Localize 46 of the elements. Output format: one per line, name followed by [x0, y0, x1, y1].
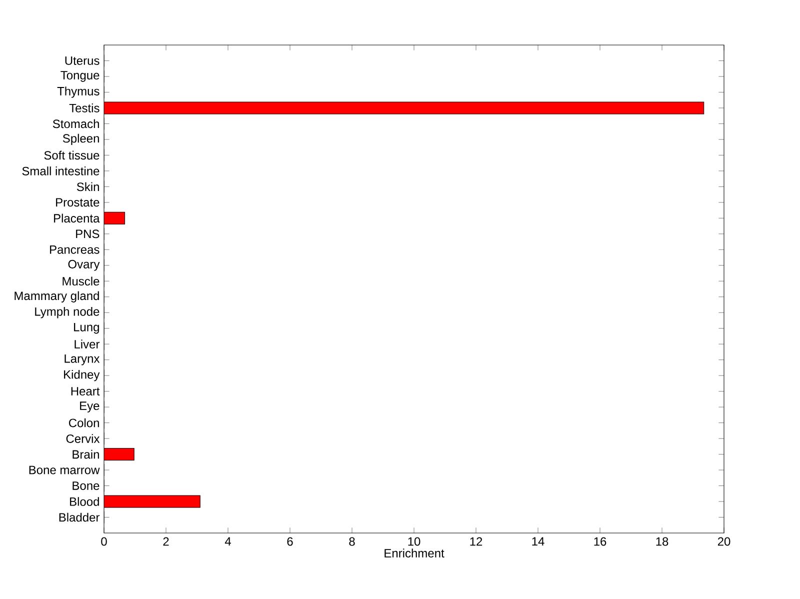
y-tick-label: PNS: [76, 230, 100, 238]
y-tick-label: Pancreas: [50, 245, 100, 254]
x-tick-label: 16: [594, 537, 606, 546]
y-tick-label: Bladder: [59, 512, 100, 522]
y-tick-label: Eye: [80, 402, 100, 412]
x-tick-label: 10: [408, 537, 420, 546]
y-tick-label: Prostate: [56, 198, 100, 207]
y-tick-label: Spleen: [62, 134, 99, 146]
bar: [104, 212, 126, 224]
y-tick-label: Lymph node: [35, 307, 100, 318]
y-tick-label: Mammary gland: [14, 291, 99, 302]
x-tick-label: 6: [287, 537, 293, 546]
y-tick-label: Brain: [72, 450, 99, 459]
y-tick-label: Bone: [72, 482, 100, 490]
y-tick-label: Liver: [74, 340, 100, 348]
bar: [104, 448, 134, 461]
y-tick-label: Testis: [69, 104, 100, 112]
bar: [104, 495, 200, 508]
y-tick-label: Colon: [68, 418, 99, 428]
y-tick-label: Stomach: [52, 119, 99, 128]
y-tick-label: Skin: [76, 182, 99, 192]
y-tick-label: Bone marrow: [29, 466, 100, 474]
y-tick-label: Lung: [74, 322, 99, 334]
y-tick-label: Larynx: [64, 354, 100, 366]
y-tick-label: Placenta: [54, 214, 100, 223]
y-tick-label: Muscle: [62, 276, 100, 286]
x-tick-label: 2: [163, 537, 169, 546]
x-tick-label: 14: [532, 537, 544, 546]
x-tick-label: 12: [470, 537, 482, 546]
x-tick-label: 0: [101, 537, 107, 546]
x-tick-label: 20: [718, 537, 730, 546]
x-tick-label: 8: [349, 537, 355, 546]
y-tick-label: Uterus: [65, 56, 100, 65]
x-tick-label: 4: [224, 537, 231, 546]
y-tick-label: Soft tissue: [44, 150, 100, 160]
x-axis-title: Enrichment: [384, 548, 444, 558]
y-tick-label: Ovary: [68, 260, 100, 271]
y-tick-label: Tongue: [60, 71, 100, 82]
y-tick-label: Kidney: [64, 370, 100, 382]
y-tick-label: Thymus: [57, 86, 100, 98]
y-tick-label: Heart: [71, 387, 100, 396]
bar: [104, 102, 704, 114]
y-tick-label: Blood: [70, 497, 99, 506]
y-tick-label: Small intestine: [22, 166, 100, 176]
x-tick-label: 18: [656, 537, 668, 546]
y-tick-label: Cervix: [66, 434, 100, 443]
